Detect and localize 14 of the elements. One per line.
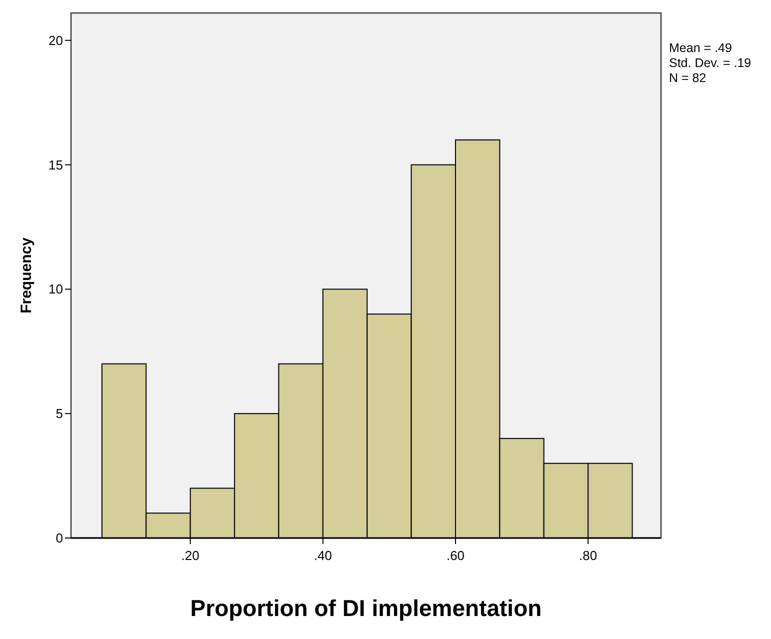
y-tick-label: 0: [56, 530, 63, 546]
text: N = 82: [669, 71, 706, 85]
x-tick-label: .60: [446, 548, 465, 563]
x-tick-label: .20: [181, 548, 200, 563]
y-tick-label: 20: [48, 32, 63, 48]
x-tick-label: .40: [314, 548, 332, 563]
y-tick-label: 15: [48, 157, 63, 172]
y-tick-label: 10: [48, 282, 63, 297]
x-tick-label: .80: [579, 548, 598, 563]
x-axis-title: Proportion of DI implementation: [190, 595, 542, 621]
y-tick-label: 5: [56, 406, 63, 422]
text: Std. Dev. = .19: [669, 56, 752, 70]
text: Mean = .49: [669, 41, 732, 55]
y-axis-title: Frequency: [18, 236, 35, 314]
